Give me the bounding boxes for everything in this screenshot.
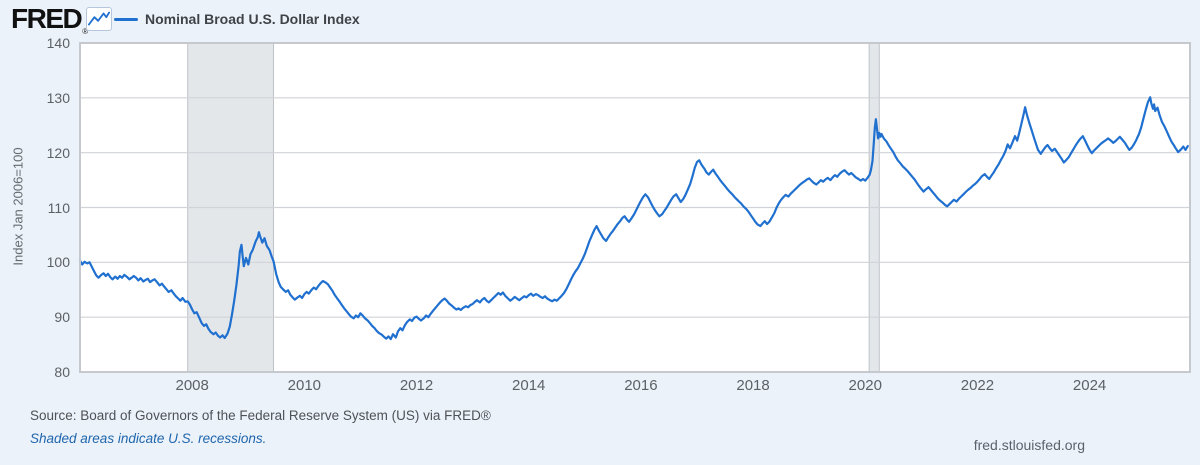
x-tick-label: 2022	[960, 377, 995, 394]
legend-series-label: Nominal Broad U.S. Dollar Index	[145, 11, 360, 27]
chart-header: FRED® Nominal Broad U.S. Dollar Index	[0, 0, 1200, 40]
x-tick-label: 2018	[736, 377, 770, 394]
fred-logo: FRED®	[11, 3, 88, 36]
y-tick-label: 100	[46, 254, 70, 271]
series-line[interactable]	[78, 96, 1189, 341]
y-tick-label: 130	[46, 89, 70, 106]
y-tick-label: 80	[54, 364, 70, 380]
sparkline-icon	[86, 7, 112, 31]
source-attribution: Source: Board of Governors of the Federa…	[30, 408, 491, 423]
y-tick-label: 110	[47, 199, 70, 216]
y-tick-label: 120	[46, 144, 70, 161]
fred-logo-text: FRED	[11, 3, 83, 34]
y-tick-label: 90	[54, 309, 70, 326]
dollar-index-chart[interactable]	[0, 0, 1200, 405]
x-tick-label: 2014	[512, 377, 546, 394]
chart-legend: Nominal Broad U.S. Dollar Index	[114, 8, 360, 30]
recession-note: Shaded areas indicate U.S. recessions.	[30, 431, 267, 446]
x-tick-label: 2024	[1072, 377, 1107, 394]
x-tick-label: 2020	[848, 377, 882, 394]
registered-trademark: ®	[82, 27, 89, 36]
plot-border	[79, 42, 1191, 373]
x-tick-label: 2012	[399, 377, 434, 394]
y-tick-label: 140	[46, 35, 70, 51]
x-tick-label: 2008	[175, 377, 209, 394]
sparkline-icon-graphic	[88, 11, 110, 26]
x-tick-label: 2010	[287, 377, 322, 394]
legend-line-swatch	[114, 17, 138, 21]
x-tick-label: 2016	[624, 377, 658, 394]
fred-site-link[interactable]: fred.stlouisfed.org	[973, 437, 1085, 453]
